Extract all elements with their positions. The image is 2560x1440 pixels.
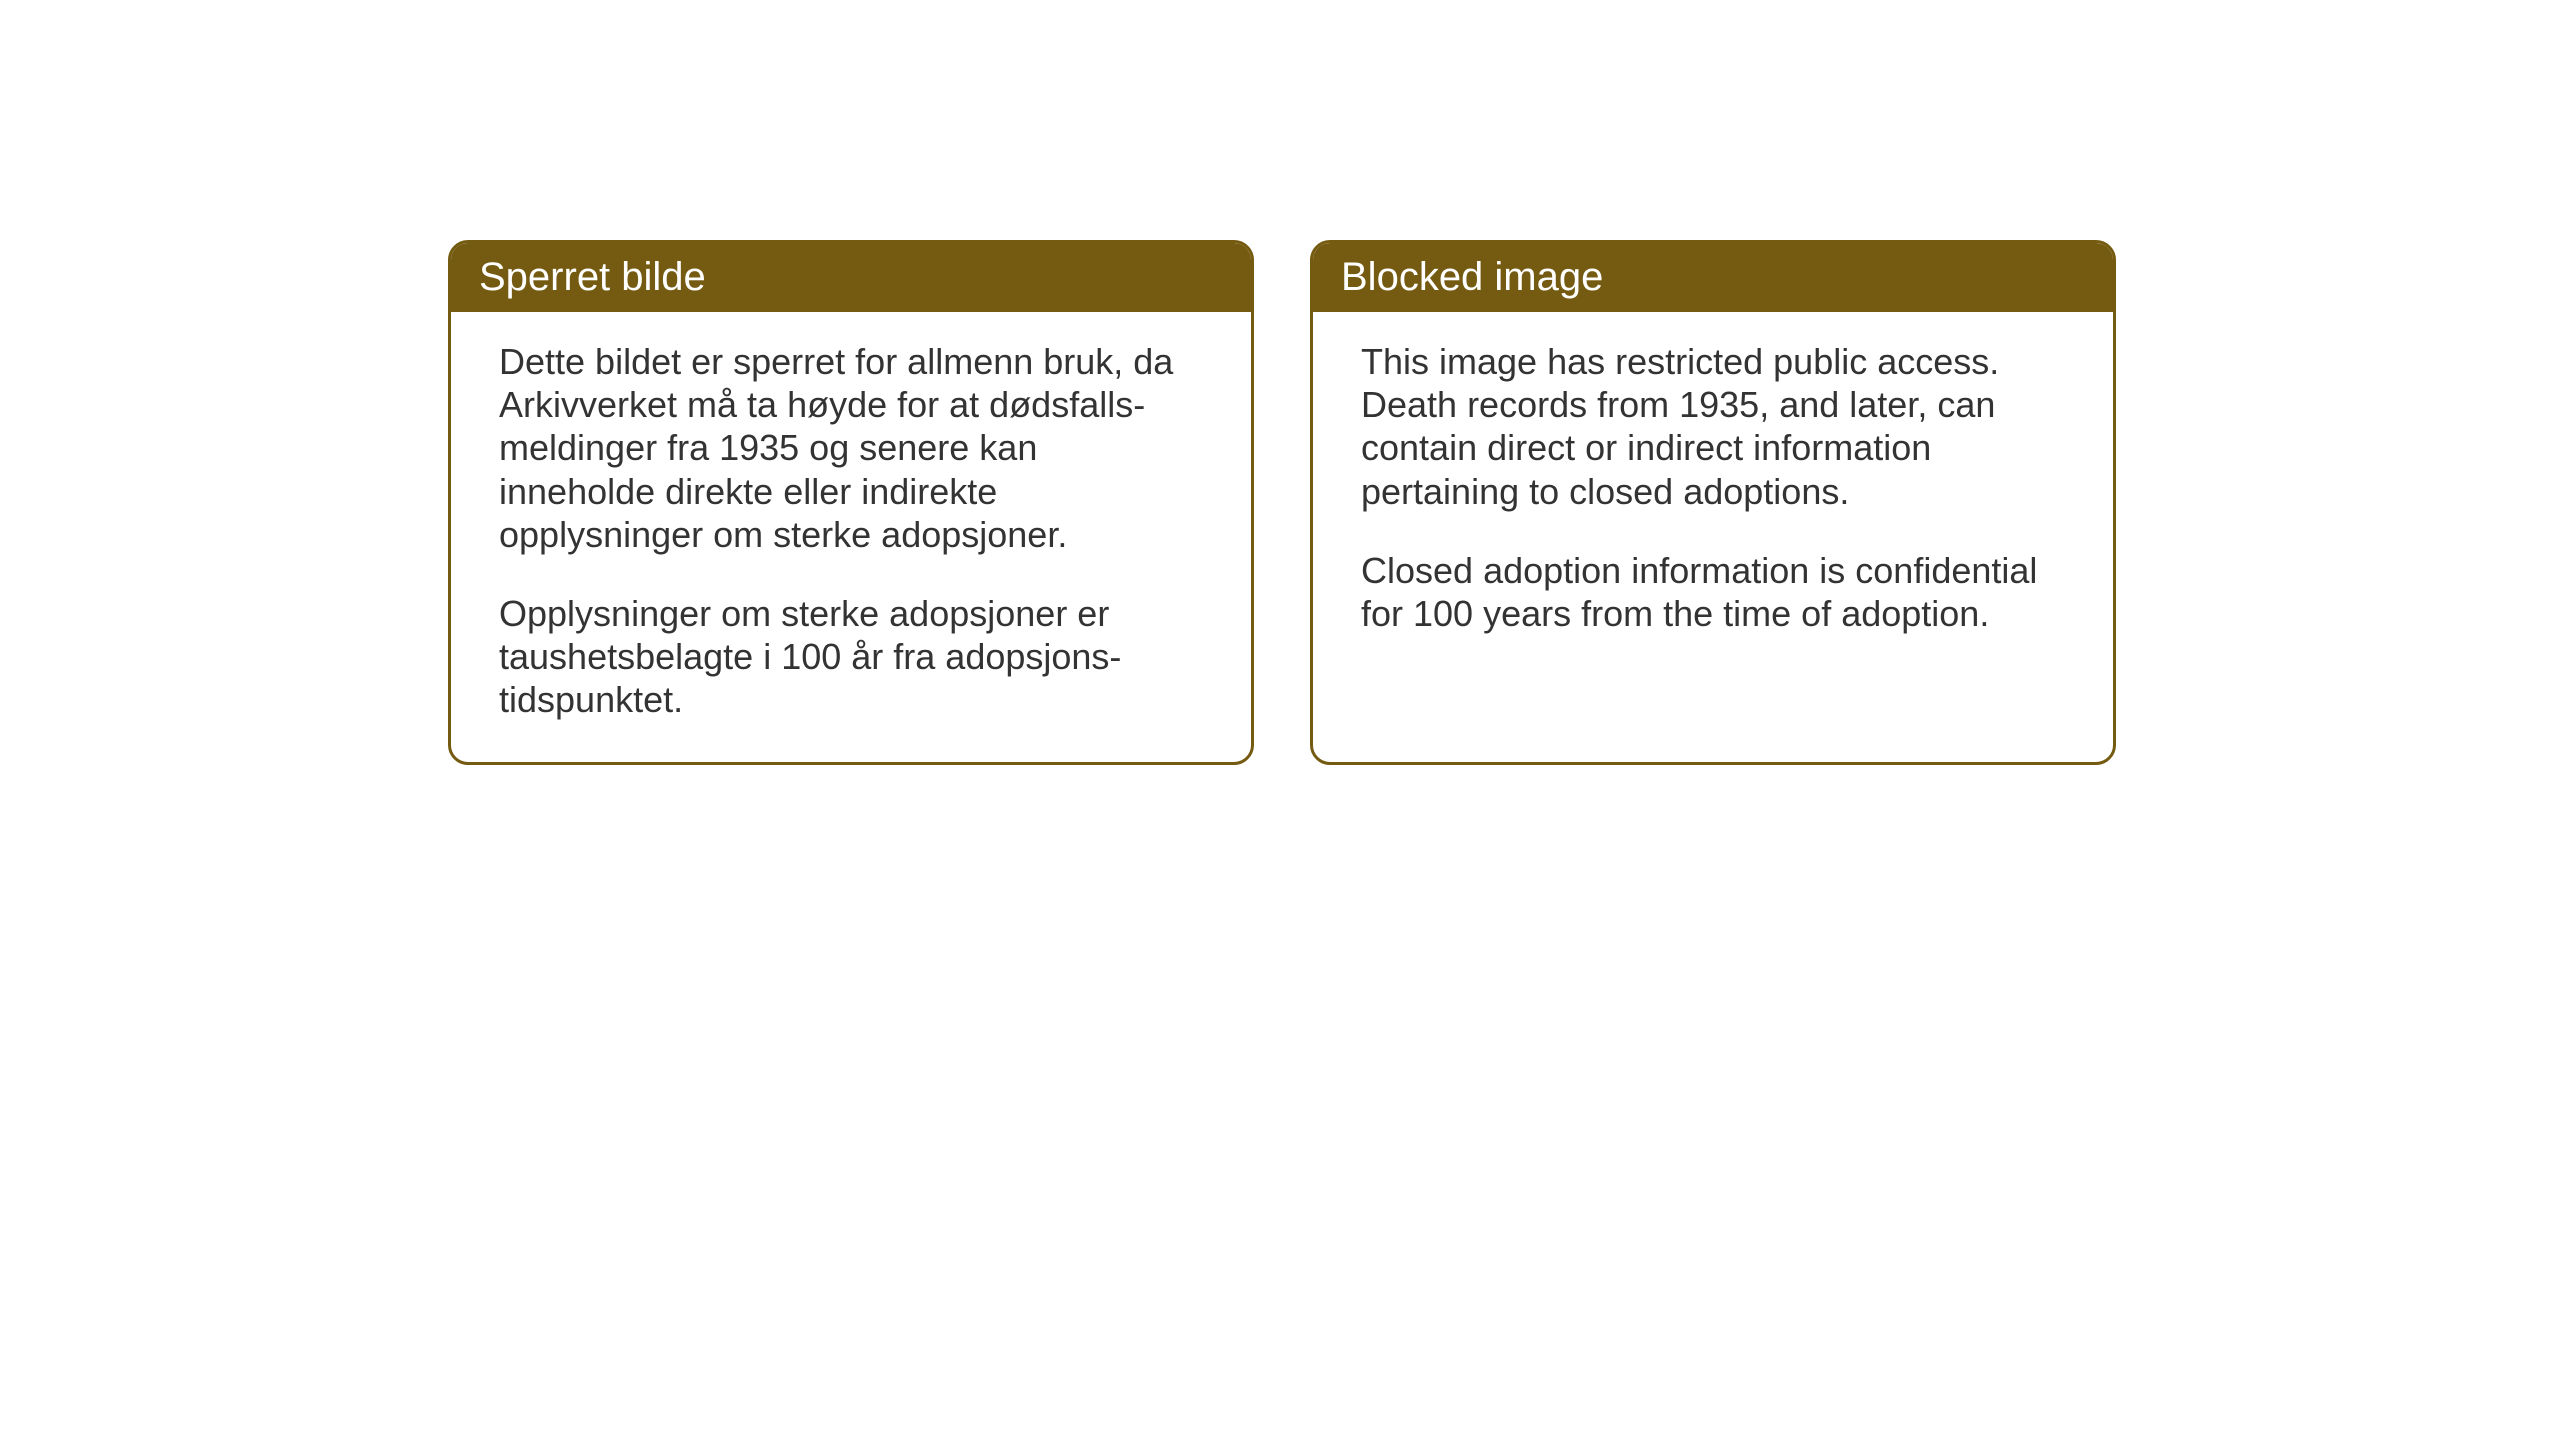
card-english-body: This image has restricted public access.… (1313, 312, 2113, 722)
card-english-header: Blocked image (1313, 243, 2113, 312)
card-norwegian-title: Sperret bilde (479, 255, 706, 299)
card-norwegian-paragraph-1: Dette bildet er sperret for allmenn bruk… (499, 340, 1203, 556)
card-english-paragraph-2: Closed adoption information is confident… (1361, 549, 2065, 635)
card-english: Blocked image This image has restricted … (1310, 240, 2116, 765)
card-norwegian-header: Sperret bilde (451, 243, 1251, 312)
card-english-paragraph-1: This image has restricted public access.… (1361, 340, 2065, 513)
card-norwegian-body: Dette bildet er sperret for allmenn bruk… (451, 312, 1251, 762)
card-english-title: Blocked image (1341, 255, 1603, 299)
card-norwegian-paragraph-2: Opplysninger om sterke adopsjoner er tau… (499, 592, 1203, 722)
card-norwegian: Sperret bilde Dette bildet er sperret fo… (448, 240, 1254, 765)
cards-container: Sperret bilde Dette bildet er sperret fo… (448, 240, 2116, 765)
